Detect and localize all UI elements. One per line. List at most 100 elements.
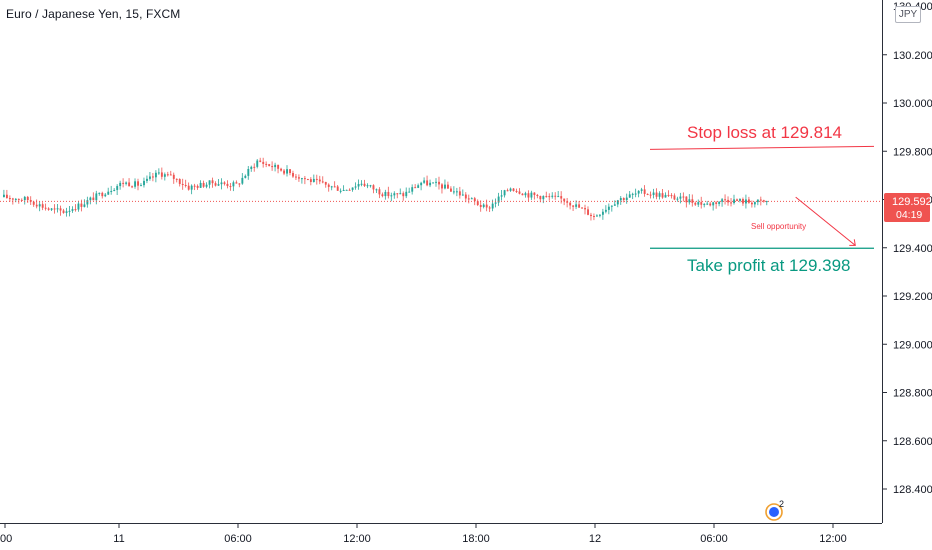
candle xyxy=(694,201,697,206)
take-profit-label[interactable]: Take profit at 129.398 xyxy=(687,256,851,275)
candle xyxy=(265,161,268,168)
candle xyxy=(518,188,521,195)
candle xyxy=(458,186,461,199)
candle xyxy=(280,167,283,172)
candle xyxy=(649,191,652,199)
candle xyxy=(724,194,727,205)
candle xyxy=(426,175,429,187)
candle xyxy=(5,189,8,199)
candle xyxy=(312,174,315,183)
candle xyxy=(727,196,730,206)
candle xyxy=(667,190,670,197)
candle xyxy=(98,192,101,196)
candle xyxy=(47,207,50,211)
candle xyxy=(330,185,333,191)
candle xyxy=(110,185,113,195)
candle xyxy=(250,165,253,172)
candle xyxy=(515,188,518,194)
candle xyxy=(646,193,649,196)
candle xyxy=(488,205,491,212)
candle xyxy=(318,175,321,185)
candle xyxy=(387,186,390,199)
candle xyxy=(396,193,399,199)
candle xyxy=(336,185,339,191)
candle xyxy=(587,206,589,216)
candle xyxy=(131,185,134,189)
candle xyxy=(429,179,432,188)
ideas-badge[interactable]: 2 xyxy=(765,499,784,521)
candle xyxy=(71,206,74,213)
candle xyxy=(679,192,682,204)
candle xyxy=(721,198,724,207)
candle xyxy=(333,181,336,188)
candle xyxy=(512,188,515,192)
candle xyxy=(181,178,184,190)
stop-loss-label[interactable]: Stop loss at 129.814 xyxy=(687,123,842,142)
candle xyxy=(461,189,464,196)
candle xyxy=(509,187,512,192)
candle xyxy=(599,214,601,218)
candle xyxy=(119,180,122,190)
candle xyxy=(62,208,65,214)
candle xyxy=(762,199,765,203)
candle xyxy=(256,159,259,169)
candle xyxy=(354,182,357,190)
candle xyxy=(670,193,673,199)
candle xyxy=(527,190,530,202)
candle xyxy=(363,179,366,188)
candle xyxy=(146,175,148,184)
candle xyxy=(351,187,354,192)
x-tick-label: 11 xyxy=(113,533,124,545)
candle xyxy=(557,191,560,198)
candle xyxy=(530,190,533,200)
candle xyxy=(756,199,759,206)
candle xyxy=(95,190,98,205)
candle xyxy=(408,187,411,193)
candle xyxy=(652,188,655,199)
candle xyxy=(292,170,294,178)
candle xyxy=(697,199,700,207)
candle xyxy=(295,174,297,180)
candle xyxy=(223,181,226,186)
candle xyxy=(593,213,595,221)
candle xyxy=(169,170,172,176)
candle xyxy=(342,185,345,192)
candle xyxy=(596,214,598,217)
candle xyxy=(548,193,551,201)
candle xyxy=(303,175,306,185)
y-tick-label: 130.200 xyxy=(893,50,932,62)
candle xyxy=(8,195,11,202)
candle xyxy=(348,188,351,191)
candle xyxy=(68,206,71,217)
y-tick-label: 130.000 xyxy=(893,98,932,110)
price-axis[interactable]: 130.200130.000129.800129.600129.400129.2… xyxy=(883,50,932,496)
candle xyxy=(35,199,38,209)
candle xyxy=(163,172,166,181)
candle xyxy=(685,196,688,208)
candle xyxy=(134,178,137,189)
x-tick-label: 06:00 xyxy=(700,533,728,545)
candle xyxy=(309,177,312,186)
x-tick-label: 18:00 xyxy=(462,533,490,545)
candle xyxy=(542,195,545,204)
candle xyxy=(360,180,363,187)
candle xyxy=(637,190,640,198)
candle xyxy=(315,174,318,185)
candle xyxy=(551,192,554,199)
candle xyxy=(235,180,238,184)
sell-arrow[interactable] xyxy=(795,196,856,246)
candle xyxy=(116,184,119,196)
candle xyxy=(274,162,277,172)
candle xyxy=(178,178,181,187)
candle xyxy=(283,168,286,176)
candle xyxy=(742,197,744,206)
candle xyxy=(736,198,738,202)
globe-icon-core xyxy=(769,507,779,517)
currency-badge[interactable]: JPY xyxy=(895,6,921,23)
time-axis[interactable]: 00 11 06:00 12:00 18:00 12 06:00 12:00 xyxy=(0,523,847,545)
stop-loss-line[interactable] xyxy=(649,145,875,150)
candle xyxy=(229,182,232,191)
candle xyxy=(160,167,163,180)
candle xyxy=(506,188,509,192)
